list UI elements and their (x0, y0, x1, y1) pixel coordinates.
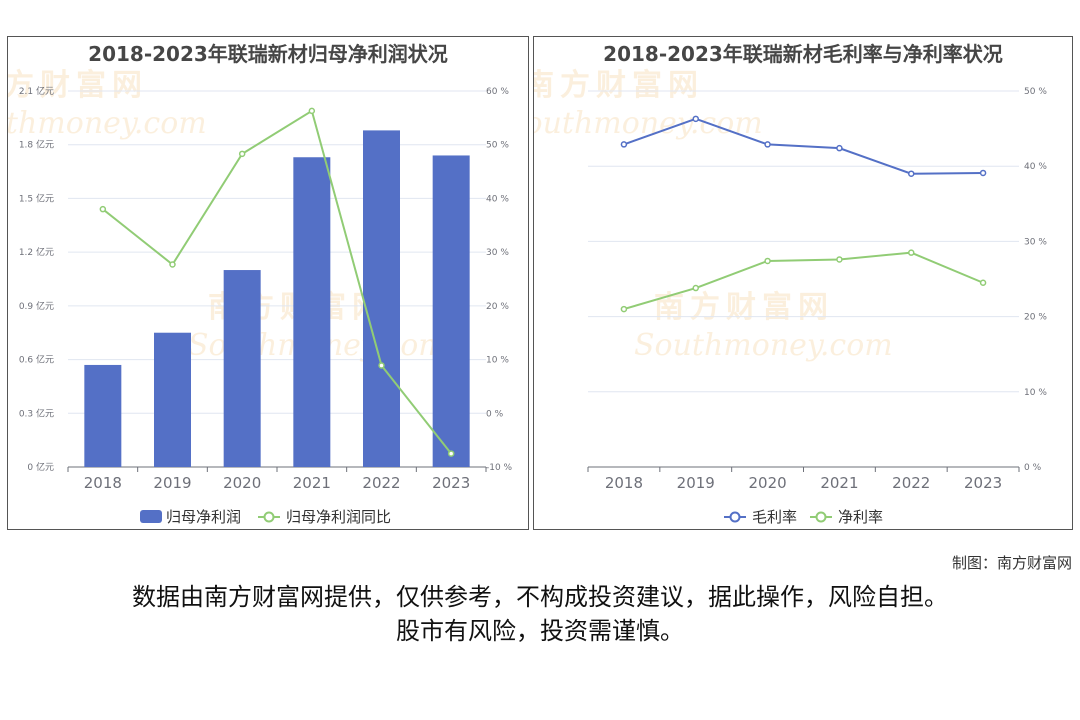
series-point-2018 (620, 305, 628, 313)
legend-label: 毛利率 (752, 508, 797, 526)
x-tick-label: 2021 (820, 474, 858, 492)
y-left-tick-label: 0.9 亿元 (19, 300, 54, 312)
y-right-tick-label: 40 % (1024, 162, 1047, 172)
series-point-2022 (908, 249, 915, 256)
legend-swatch-bar (140, 510, 162, 523)
y-left-tick-label: 1.2 亿元 (19, 246, 54, 258)
series-point-2019 (692, 284, 699, 292)
bar-2023 (432, 155, 470, 467)
y-left-tick-label: 0.3 亿元 (19, 407, 54, 419)
chart-title: 2018-2023年联瑞新材毛利率与净利率状况 (603, 42, 1003, 66)
y-right-tick-label: 20 % (1024, 313, 1047, 323)
x-tick-label: 2023 (432, 474, 470, 492)
legend-label: 归母净利润 (166, 508, 241, 526)
series-point-2019 (692, 115, 699, 123)
y-left-tick-label: 0.6 亿元 (19, 354, 54, 366)
margin-chart: 南方财富网Southmoney.com南方财富网Southmoney.com20… (534, 42, 1047, 526)
watermark-brand-en: Southmoney.com (634, 328, 893, 363)
y-right-tick-label: 60 % (486, 87, 509, 97)
bar-2022 (363, 130, 400, 467)
x-tick-label: 2020 (223, 474, 261, 492)
yoy-point-2023 (447, 450, 455, 457)
net-profit-chart: 南方财富网Southmoney.com南方财富网Southmoney.com20… (8, 42, 513, 526)
bar-2018 (84, 364, 122, 467)
watermark-brand-cn: 南方财富网 (654, 290, 834, 325)
y-left-tick-label: 2.1 亿元 (19, 85, 54, 97)
y-right-tick-label: 50 % (1024, 87, 1047, 97)
chart-credit: 制图：南方财富网 (951, 554, 1072, 572)
legend-swatch-marker (263, 511, 275, 523)
left-chart-panel: 南方财富网Southmoney.com南方财富网Southmoney.com20… (7, 36, 529, 530)
x-tick-label: 2020 (748, 474, 786, 492)
x-tick-label: 2022 (362, 474, 400, 492)
y-right-tick-label: 0 % (486, 409, 504, 419)
y-right-tick-label: 0 % (1024, 463, 1042, 473)
series-point-2023 (979, 169, 987, 177)
yoy-line (102, 109, 452, 455)
watermark-brand-cn: 南方财富网 (534, 68, 704, 103)
y-right-tick-label: -10 % (486, 463, 513, 473)
legend-label: 归母净利润同比 (286, 508, 391, 526)
series-point-2021 (836, 144, 843, 152)
chart-title: 2018-2023年联瑞新材归母净利润状况 (88, 42, 448, 66)
bar-2021 (293, 157, 331, 467)
y-right-tick-label: 50 % (486, 141, 509, 151)
disclaimer-line-1: 数据由南方财富网提供，仅供参考，不构成投资建议，据此操作，风险自担。 (132, 583, 948, 611)
y-right-tick-label: 30 % (1024, 237, 1047, 247)
legend-label: 净利率 (838, 508, 883, 526)
y-right-tick-label: 40 % (486, 194, 509, 204)
legend-swatch-marker (729, 511, 741, 523)
series-point-2018 (620, 141, 628, 148)
yoy-point-2019 (169, 261, 176, 268)
disclaimer-line-2: 股市有风险，投资需谨慎。 (396, 617, 684, 645)
series-point-2023 (979, 279, 987, 287)
x-tick-label: 2018 (605, 474, 643, 492)
legend-swatch-marker (815, 511, 827, 523)
y-right-tick-label: 30 % (486, 248, 509, 258)
yoy-point-2018 (99, 205, 107, 213)
yoy-point-2022 (378, 362, 385, 369)
x-tick-label: 2023 (964, 474, 1002, 492)
x-tick-label: 2018 (84, 474, 122, 492)
y-left-tick-label: 1.5 亿元 (19, 192, 54, 204)
series-line-毛利率 (623, 117, 984, 175)
bar-2019 (154, 332, 191, 467)
x-tick-label: 2022 (892, 474, 930, 492)
yoy-point-2020 (238, 150, 246, 158)
series-point-2020 (764, 257, 771, 265)
bar-2020 (223, 270, 261, 467)
series-line-净利率 (623, 251, 984, 311)
series-point-2020 (764, 141, 771, 148)
series-point-2022 (908, 170, 915, 177)
watermark-brand-en: Southmoney.com (8, 106, 207, 141)
y-left-tick-label: 0 亿元 (27, 461, 54, 473)
right-chart-panel: 南方财富网Southmoney.com南方财富网Southmoney.com20… (533, 36, 1073, 530)
y-left-tick-label: 1.8 亿元 (19, 139, 54, 151)
y-right-tick-label: 20 % (486, 302, 509, 312)
x-tick-label: 2019 (153, 474, 191, 492)
y-right-tick-label: 10 % (486, 356, 509, 366)
y-right-tick-label: 10 % (1024, 388, 1047, 398)
x-tick-label: 2021 (293, 474, 331, 492)
x-tick-label: 2019 (677, 474, 715, 492)
watermark-brand-cn: 南方财富网 (8, 68, 148, 103)
yoy-point-2021 (308, 107, 316, 115)
series-point-2021 (836, 256, 843, 263)
